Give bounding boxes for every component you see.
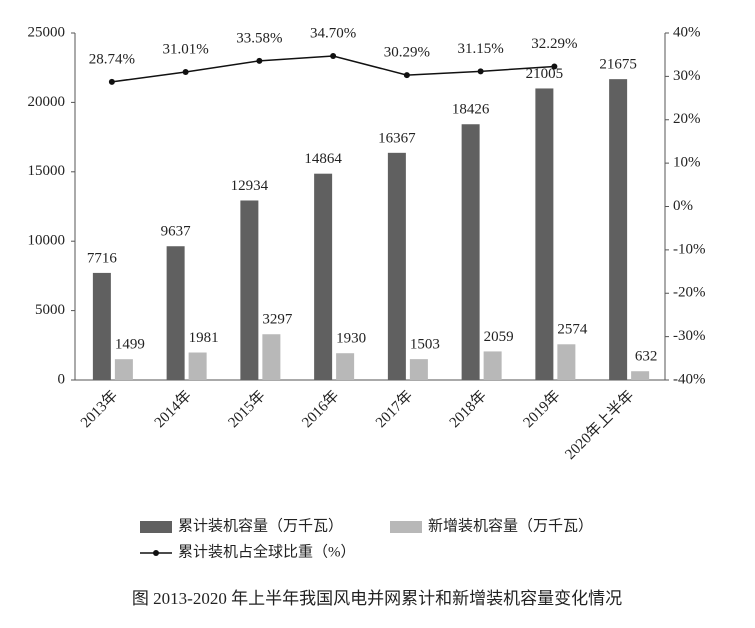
bar [166, 246, 185, 380]
caption: 图 2013-2020 年上半年我国风电并网累计和新增装机容量变化情况 [132, 589, 622, 608]
line-point [256, 57, 263, 64]
legend-label: 累计装机容量（万千瓦） [178, 517, 343, 534]
bar [409, 359, 428, 380]
bar-label: 14864 [304, 151, 342, 167]
line-label: 33.58% [236, 30, 282, 46]
legend-swatch [390, 521, 422, 533]
y-tick-label: 10000 [28, 233, 66, 249]
bar-label: 1503 [410, 337, 440, 353]
line-point [403, 72, 410, 79]
line-point [108, 78, 115, 85]
bar [461, 124, 480, 380]
y2-tick-label: -10% [673, 241, 706, 257]
y2-tick-label: 10% [673, 155, 701, 171]
bar-label: 16367 [378, 130, 416, 146]
legend-label: 新增装机容量（万千瓦） [428, 517, 593, 534]
line-label: 31.15% [458, 41, 504, 57]
x-tick-label: 2020年上半年 [562, 387, 638, 463]
y2-tick-label: -40% [673, 371, 706, 387]
line [111, 55, 555, 83]
y-tick-label: 20000 [28, 94, 66, 110]
x-tick-label: 2019年 [520, 387, 564, 431]
y-tick-label: 5000 [35, 302, 65, 318]
bar [114, 359, 133, 380]
bar [631, 371, 650, 380]
line-label: 31.01% [163, 41, 209, 57]
x-tick-label: 2013年 [77, 387, 121, 431]
bar [314, 173, 333, 380]
x-tick-label: 2015年 [225, 387, 269, 431]
y2-tick-label: 40% [673, 24, 701, 40]
line-label: 32.29% [531, 36, 577, 52]
x-tick-label: 2017年 [372, 387, 416, 431]
bar-label: 1930 [336, 331, 366, 347]
bar-label: 21675 [599, 57, 637, 73]
y2-tick-label: 30% [673, 68, 701, 84]
bar [387, 152, 406, 380]
x-tick-label: 2014年 [151, 387, 195, 431]
bar-label: 7716 [87, 250, 118, 266]
x-tick-label: 2018年 [446, 387, 490, 431]
bar [240, 200, 259, 380]
bar [557, 344, 576, 380]
x-tick-label: 2016年 [299, 387, 343, 431]
line-label: 34.70% [310, 25, 356, 41]
bar-label: 1981 [189, 330, 219, 346]
line-point [477, 68, 484, 75]
bar [188, 352, 207, 380]
y-tick-label: 0 [58, 371, 66, 387]
bar-label: 9637 [161, 224, 192, 240]
bar-label: 632 [635, 349, 658, 365]
line-point [330, 52, 337, 59]
line-label: 28.74% [89, 51, 135, 67]
bar-label: 18426 [452, 102, 490, 118]
bar [535, 88, 554, 381]
y-tick-label: 15000 [28, 163, 66, 179]
bar [262, 334, 281, 380]
bar [336, 353, 355, 380]
bar-label: 12934 [231, 178, 269, 194]
bar-label: 21005 [526, 66, 564, 82]
legend-label: 累计装机占全球比重（%） [178, 542, 356, 560]
bar [483, 351, 502, 380]
bar-label: 2059 [484, 329, 514, 345]
bar [609, 79, 628, 380]
line-label: 30.29% [384, 45, 430, 61]
y-tick-label: 25000 [28, 24, 66, 40]
bar-label: 3297 [262, 312, 293, 328]
line-point [551, 63, 558, 70]
legend-swatch [140, 521, 172, 533]
y2-tick-label: 0% [673, 198, 693, 214]
y2-tick-label: -30% [673, 328, 706, 344]
legend-swatch [153, 550, 159, 556]
bar-label: 2574 [557, 322, 588, 338]
bar-label: 1499 [115, 337, 145, 353]
bar [92, 272, 111, 380]
y2-tick-label: 20% [673, 111, 701, 127]
line-point [182, 68, 189, 75]
y2-tick-label: -20% [673, 285, 706, 301]
